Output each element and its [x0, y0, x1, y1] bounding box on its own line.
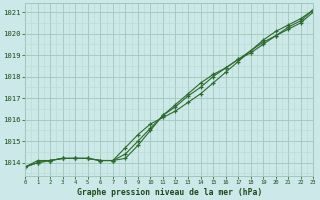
X-axis label: Graphe pression niveau de la mer (hPa): Graphe pression niveau de la mer (hPa)	[76, 188, 262, 197]
